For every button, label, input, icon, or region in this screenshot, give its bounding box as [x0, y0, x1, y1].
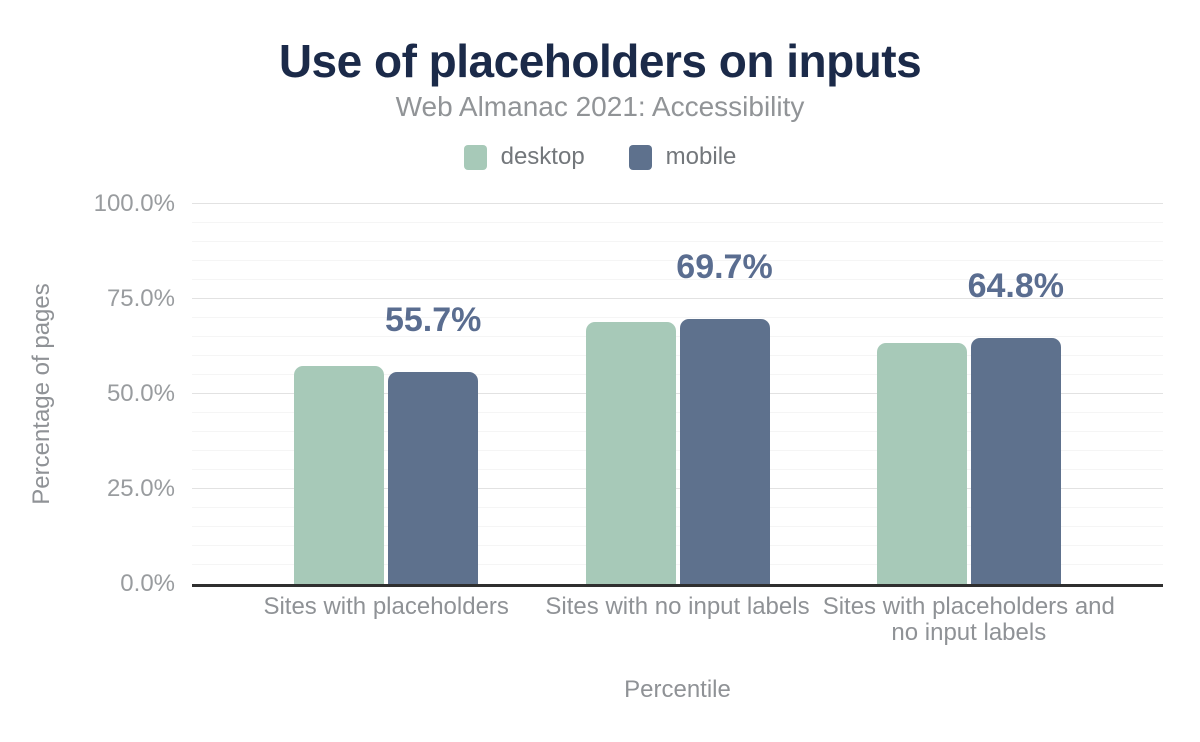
x-category-label: Sites with placeholders and no input lab… — [822, 593, 1115, 646]
chart-subtitle: Web Almanac 2021: Accessibility — [395, 91, 805, 122]
y-tick-label: 100.0% — [93, 190, 175, 217]
minor-gridline — [192, 222, 1163, 223]
bar-desktop-2[interactable] — [876, 343, 967, 584]
minor-gridline — [192, 526, 1163, 527]
y-tick-label: 75.0% — [106, 285, 175, 312]
chart-title: Use of placeholders on inputs — [278, 35, 922, 87]
minor-gridline — [192, 336, 1163, 337]
bar-group: 55.7% — [294, 204, 481, 584]
bar-group: 69.7% — [585, 204, 773, 584]
minor-gridline — [192, 279, 1163, 280]
minor-gridline — [192, 260, 1163, 261]
y-tick-label: 50.0% — [106, 380, 175, 407]
minor-gridline — [192, 355, 1163, 356]
minor-gridline — [192, 507, 1163, 508]
y-tick-label: 25.0% — [106, 475, 175, 502]
bar-mobile-2[interactable] — [970, 337, 1061, 584]
x-axis-title: Percentile — [624, 676, 731, 703]
bar-mobile-1[interactable] — [679, 319, 770, 584]
bar-desktop-0[interactable] — [294, 365, 385, 584]
x-category-label: Sites with no input labels — [545, 593, 810, 620]
legend-label-desktop: desktop — [500, 143, 585, 170]
y-axis-title-text: Percentage of pages — [28, 283, 55, 505]
legend-swatch-desktop — [463, 144, 487, 170]
major-gridline — [192, 298, 1163, 299]
data-label: 69.7% — [676, 248, 773, 287]
major-gridline — [192, 488, 1163, 489]
minor-gridline — [192, 469, 1163, 470]
x-category-labels: Sites with placeholders Sites with no inp… — [192, 594, 1163, 654]
legend-swatch-mobile — [628, 144, 652, 170]
major-gridline — [192, 393, 1163, 394]
bar-mobile-0[interactable] — [388, 372, 479, 584]
y-tick-label: 0.0% — [120, 570, 175, 597]
major-gridline — [192, 203, 1163, 204]
minor-gridline — [192, 241, 1163, 242]
legend-label-mobile: mobile — [665, 143, 737, 170]
x-axis-line — [192, 584, 1163, 587]
minor-gridline — [192, 374, 1163, 375]
minor-gridline — [192, 431, 1163, 432]
data-label: 55.7% — [384, 301, 482, 340]
minor-gridline — [192, 317, 1163, 318]
minor-gridline — [192, 450, 1163, 451]
minor-gridline — [192, 545, 1163, 546]
plot-area: Percentage of pages 0.0% 25.0% 50.0% 75.0% 1… — [28, 190, 1163, 597]
minor-gridline — [192, 412, 1163, 413]
data-label: 64.8% — [967, 266, 1064, 305]
x-category-label: Sites with placeholders — [263, 593, 509, 620]
minor-gridline — [192, 564, 1163, 565]
bar-group: 64.8% — [876, 204, 1064, 584]
legend-item-mobile[interactable]: mobile — [628, 143, 737, 171]
legend: desktop mobile — [0, 143, 1200, 171]
legend-item-desktop[interactable]: desktop — [463, 143, 585, 171]
bar-desktop-1[interactable] — [585, 322, 676, 584]
